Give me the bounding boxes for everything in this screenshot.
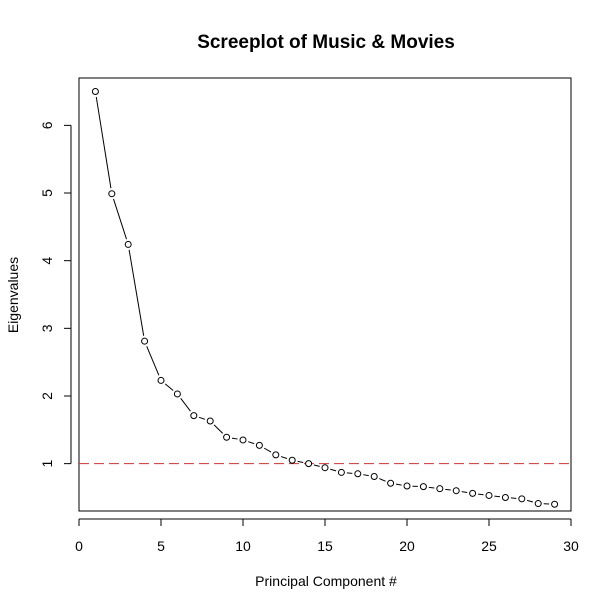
y-tick-label: 2 bbox=[39, 392, 55, 400]
data-point bbox=[239, 436, 247, 444]
data-point bbox=[518, 495, 526, 503]
x-tick-label: 0 bbox=[75, 538, 83, 554]
y-tick-label: 1 bbox=[39, 460, 55, 468]
x-tick-label: 25 bbox=[481, 538, 497, 554]
data-point bbox=[436, 485, 444, 493]
x-tick-label: 15 bbox=[317, 538, 333, 554]
series-segment bbox=[128, 249, 145, 336]
data-point bbox=[469, 489, 477, 497]
data-point bbox=[288, 456, 296, 464]
series-segment bbox=[231, 437, 238, 440]
data-point bbox=[305, 460, 313, 468]
x-tick-label: 5 bbox=[157, 538, 165, 554]
data-point bbox=[91, 88, 99, 96]
series-segment bbox=[263, 447, 272, 453]
plot-frame bbox=[78, 77, 572, 512]
series-segment bbox=[248, 441, 255, 445]
data-point bbox=[141, 337, 149, 345]
series-segment bbox=[445, 488, 451, 491]
x-axis-label: Principal Component # bbox=[255, 573, 397, 589]
series-segment bbox=[395, 483, 402, 486]
series-segment bbox=[313, 464, 320, 467]
data-point bbox=[485, 491, 493, 499]
data-point bbox=[173, 390, 181, 398]
data-point bbox=[190, 412, 198, 420]
data-point bbox=[354, 470, 362, 478]
x-axis: 0 5 10 15 20 25 30 bbox=[75, 518, 579, 554]
series-segment bbox=[379, 478, 386, 482]
data-point bbox=[255, 441, 263, 449]
data-point bbox=[157, 376, 165, 384]
series-segment bbox=[330, 468, 337, 472]
series-line-group bbox=[95, 96, 550, 505]
data-point bbox=[387, 479, 395, 487]
series-segment bbox=[198, 416, 206, 420]
data-point bbox=[108, 190, 116, 198]
chart-title: Screeplot of Music & Movies bbox=[197, 32, 455, 53]
x-tick-label: 20 bbox=[399, 538, 415, 554]
data-point bbox=[403, 482, 411, 490]
series-segment bbox=[477, 493, 484, 496]
x-tick-label: 10 bbox=[235, 538, 251, 554]
data-point bbox=[370, 472, 378, 480]
data-point bbox=[534, 500, 542, 508]
data-point bbox=[321, 464, 329, 472]
series-segment bbox=[95, 96, 112, 189]
data-point bbox=[452, 487, 460, 495]
data-point bbox=[124, 240, 132, 248]
y-tick-label: 3 bbox=[39, 324, 55, 332]
y-axis-label: Eigenvalues bbox=[5, 257, 21, 333]
series-segment bbox=[297, 460, 304, 464]
x-tick-label: 30 bbox=[563, 538, 579, 554]
series-segment bbox=[494, 495, 501, 498]
data-point bbox=[272, 451, 280, 459]
series-segment bbox=[526, 499, 534, 503]
series-segment bbox=[164, 383, 174, 391]
series-segment bbox=[213, 424, 224, 434]
series-segment bbox=[363, 474, 369, 477]
series-segment bbox=[461, 491, 468, 494]
y-tick-label: 6 bbox=[39, 121, 55, 129]
data-point bbox=[551, 500, 559, 508]
series-segment bbox=[146, 346, 160, 376]
y-axis: 1 2 3 4 5 6 bbox=[39, 121, 72, 468]
data-point bbox=[206, 417, 214, 425]
data-point bbox=[501, 493, 509, 501]
data-point bbox=[223, 433, 231, 441]
data-point bbox=[337, 468, 345, 476]
series-segment bbox=[428, 486, 435, 489]
data-point bbox=[419, 483, 427, 491]
y-tick-label: 5 bbox=[39, 189, 55, 197]
y-tick-label: 4 bbox=[39, 257, 55, 265]
series-segment bbox=[113, 198, 127, 240]
series-segment bbox=[280, 456, 288, 460]
series-segment bbox=[180, 398, 191, 412]
data-points bbox=[91, 88, 559, 508]
